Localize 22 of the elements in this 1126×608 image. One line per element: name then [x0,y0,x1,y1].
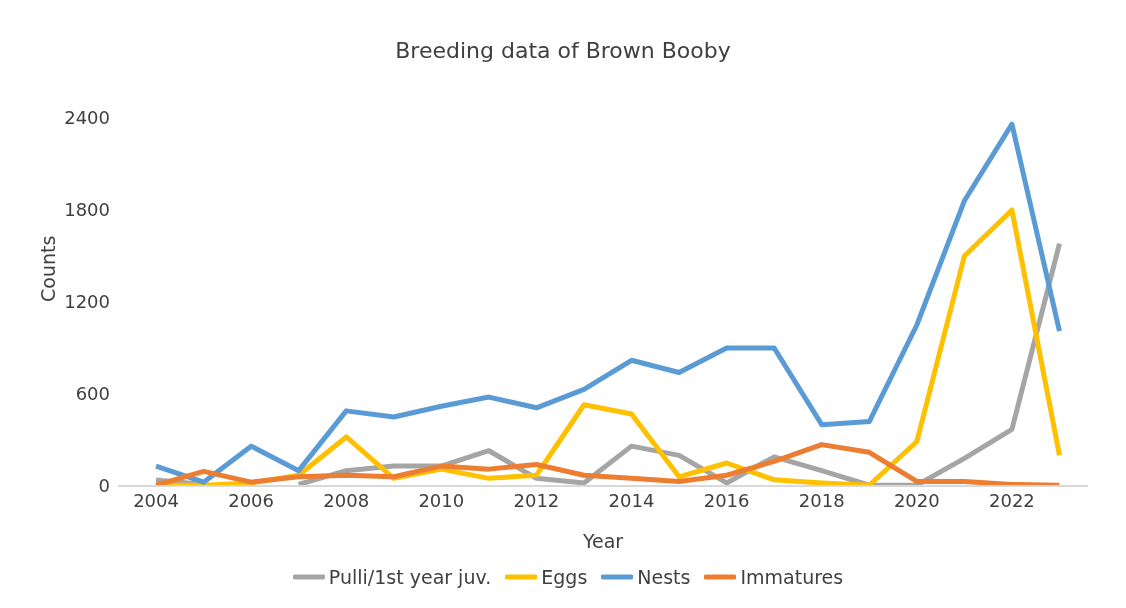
x-tick-label: 2004 [133,489,179,511]
x-tick-label: 2014 [608,489,655,511]
x-tick-label: 2010 [418,489,465,511]
x-tick-label: 2022 [989,489,1035,511]
legend-label: Pulli/1st year juv. [328,566,492,588]
y-axis-title: Counts [36,235,59,302]
x-tick-label: 2020 [893,489,940,511]
y-tick-label: 1200 [64,291,110,313]
x-tick-label: 2008 [323,489,370,511]
legend-label: Eggs [541,566,588,588]
x-tick-label: 2018 [798,489,845,511]
legend-label: Immatures [740,566,844,588]
x-tick-label: 2006 [228,489,275,511]
x-tick-label: 2016 [703,489,750,511]
y-tick-label: 1800 [64,199,110,221]
legend-label: Nests [637,566,691,588]
y-tick-label: 0 [98,475,110,497]
x-tick-label: 2012 [513,489,560,511]
chart-title: Breeding data of Brown Booby [394,37,732,65]
x-axis-title: Year [581,530,624,552]
y-tick-label: 2400 [64,107,110,129]
y-tick-label: 600 [75,383,110,405]
